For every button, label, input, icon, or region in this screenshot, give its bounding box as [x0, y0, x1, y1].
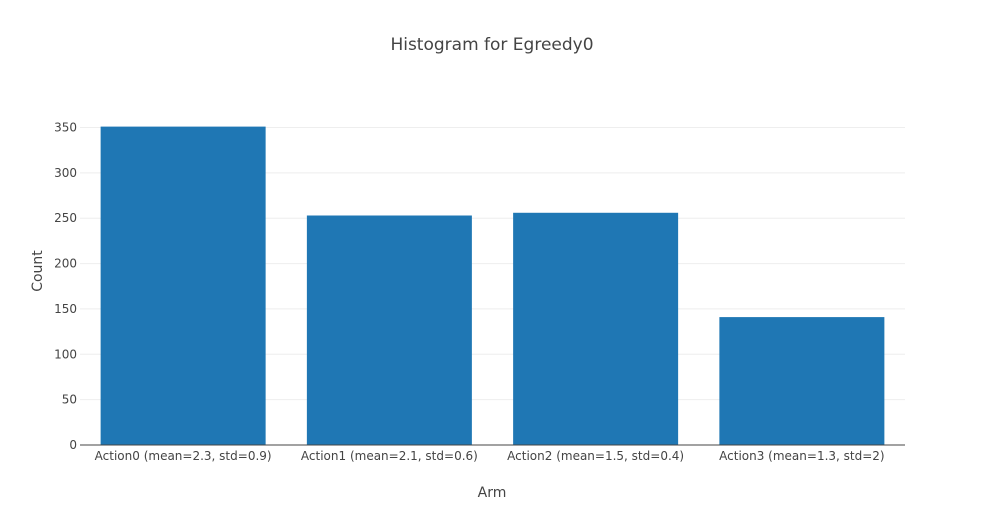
x-tick-label: Action1 (mean=2.1, std=0.6) — [301, 449, 478, 463]
bar-2 — [513, 212, 679, 445]
bar-3 — [719, 317, 885, 445]
y-tick-label: 100 — [54, 347, 77, 361]
y-tick-label: 200 — [54, 257, 77, 271]
chart-title: Histogram for Egreedy0 — [390, 35, 593, 55]
y-tick-label: 50 — [62, 393, 77, 407]
y-axis-title: Count — [30, 250, 46, 292]
y-tick-label: 350 — [54, 121, 77, 135]
x-tick-label: Action3 (mean=1.3, std=2) — [719, 449, 884, 463]
x-tick-label: Action2 (mean=1.5, std=0.4) — [507, 449, 684, 463]
y-tick-label: 150 — [54, 302, 77, 316]
x-axis-title: Arm — [478, 485, 507, 501]
x-tick-labels: Action0 (mean=2.3, std=0.9) Action1 (mean… — [95, 449, 885, 463]
y-tick-label: 250 — [54, 211, 77, 225]
x-tick-label: Action0 (mean=2.3, std=0.9) — [95, 449, 272, 463]
y-tick-label: 300 — [54, 166, 77, 180]
bar-0 — [100, 126, 266, 445]
y-tick-labels: 0 50 100 150 200 250 300 350 — [54, 121, 77, 452]
bar-1 — [306, 215, 472, 445]
bars — [100, 126, 885, 445]
y-tick-label: 0 — [69, 438, 77, 452]
